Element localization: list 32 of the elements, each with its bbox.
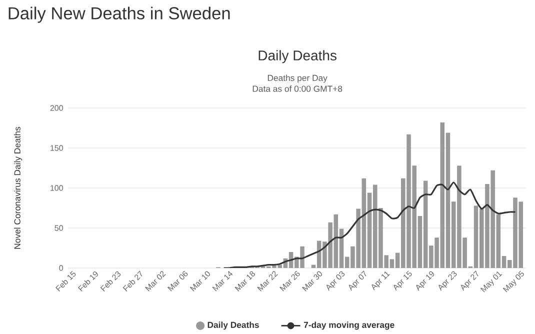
x-tick-label: Apr 07 xyxy=(348,270,366,291)
y-tick-label: 200 xyxy=(50,105,63,111)
legend-label: 7-day moving average xyxy=(304,322,394,330)
x-tick-label: Feb 19 xyxy=(78,271,98,292)
x-tick-label: Apr 23 xyxy=(438,271,457,291)
x-tick-label: Feb 27 xyxy=(122,270,142,292)
x-tick-label: Mar 18 xyxy=(234,271,255,292)
y-tick-label: 50 xyxy=(54,225,63,231)
x-tick-label: Mar 30 xyxy=(302,271,322,292)
chart-title: Daily Deaths xyxy=(258,50,336,64)
legend-label: Daily Deaths xyxy=(208,322,259,330)
x-tick-label: Feb 23 xyxy=(100,271,121,292)
x-tick-label: Apr 11 xyxy=(372,271,390,290)
x-tick-label: Apr 27 xyxy=(461,270,478,291)
x-tick-label: Mar 22 xyxy=(257,271,278,292)
y-axis-title: Novel Coronavirus Daily Deaths xyxy=(14,126,22,249)
x-tick-label: Apr 15 xyxy=(394,270,412,291)
text: Daily New Deaths in Sweden xyxy=(8,6,230,23)
x-tick-label: Mar 10 xyxy=(190,271,210,292)
x-tick-label: Mar 02 xyxy=(145,271,166,292)
chart-subtitle: Deaths per Day xyxy=(268,74,328,83)
x-tick-label: Feb 15 xyxy=(56,270,76,292)
x-tick-label: Mar 06 xyxy=(167,271,188,292)
y-tick-label: 100 xyxy=(50,185,63,191)
x-tick-label: Mar 26 xyxy=(280,271,300,292)
y-tick-label: 150 xyxy=(50,145,63,151)
line-series xyxy=(223,182,516,268)
x-tick-label: Mar 14 xyxy=(212,270,233,292)
y-tick-label: 0 xyxy=(59,265,63,271)
text: Data as of 0:00 GMT+8 xyxy=(252,85,342,92)
x-tick-label: Apr 03 xyxy=(326,271,345,291)
x-tick-label: Apr 19 xyxy=(416,271,434,291)
